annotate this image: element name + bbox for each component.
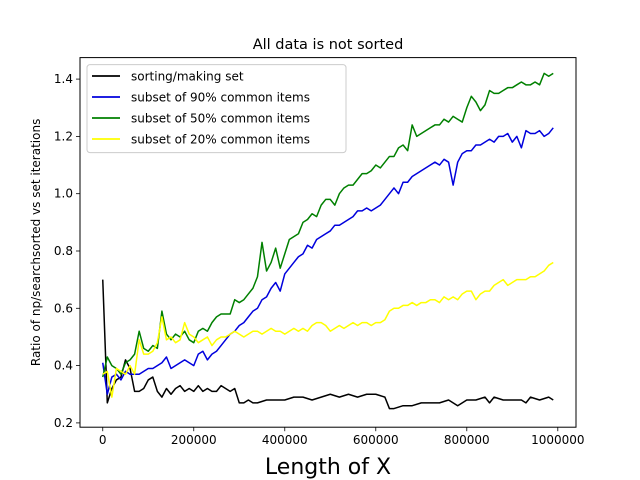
y-tick-label: 1.4 [54, 72, 73, 86]
y-tick-label: 0.2 [54, 416, 73, 430]
y-tick-label: 1.2 [54, 129, 73, 143]
chart-title: All data is not sorted [253, 37, 404, 53]
legend-box [86, 64, 347, 154]
legend-label-2: subset of 90% common items [131, 91, 310, 105]
x-tick-label: 400000 [262, 433, 308, 447]
x-tick-label: 200000 [171, 433, 217, 447]
y-axis-label: Ratio of np/searchsorted vs set iteratio… [29, 119, 43, 366]
series-line-4 [102, 261, 554, 398]
x-tick-label: 600000 [353, 433, 399, 447]
series-layer [102, 72, 554, 410]
x-tick-label: 0 [99, 433, 107, 447]
legend-label-4: subset of 20% common items [131, 133, 310, 147]
legend-entries: sorting/making set subset of 90% common i… [92, 70, 310, 147]
y-tick-label: 1.0 [54, 187, 73, 201]
series-line-1 [102, 279, 554, 410]
series-line-3 [102, 72, 554, 378]
x-tick-label: 1000000 [531, 433, 584, 447]
x-tick-label: 800000 [444, 433, 490, 447]
legend-label-1: sorting/making set [131, 70, 244, 84]
x-axis-label: Length of X [265, 455, 391, 480]
x-axis: 0 200000 400000 600000 800000 1000000 [99, 427, 585, 447]
y-tick-label: 0.4 [54, 359, 73, 373]
y-tick-label: 0.8 [54, 244, 73, 258]
axes-frame [79, 57, 577, 428]
series-line-2 [102, 127, 554, 395]
legend: sorting/making set subset of 90% common i… [86, 64, 347, 154]
legend-label-3: subset of 50% common items [131, 112, 310, 126]
y-axis: 0.2 0.4 0.6 0.8 1.0 1.2 1.4 [54, 72, 80, 430]
y-tick-label: 0.6 [54, 301, 73, 315]
